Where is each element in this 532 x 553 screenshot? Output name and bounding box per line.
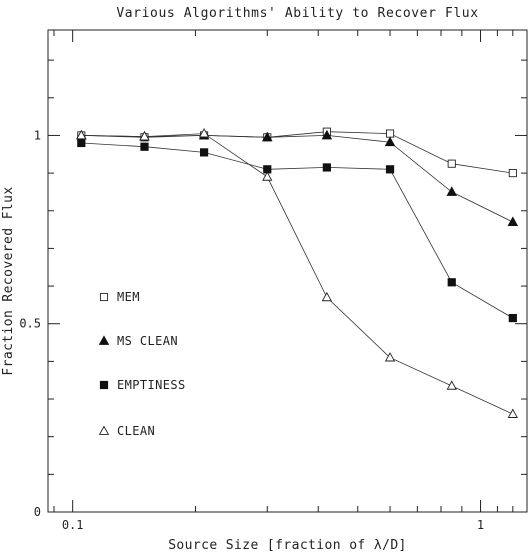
plot-frame bbox=[47, 29, 528, 513]
point-ms-clean bbox=[507, 216, 519, 226]
point-mem bbox=[508, 169, 517, 178]
x-tick-label: 0.1 bbox=[62, 518, 84, 532]
point-emptiness bbox=[199, 148, 209, 157]
series-line-emptiness bbox=[81, 142, 514, 319]
legend-label-ms-clean: MS CLEAN bbox=[117, 334, 178, 348]
y-tick-label: 0.5 bbox=[19, 317, 41, 331]
point-clean bbox=[139, 131, 150, 141]
point-clean bbox=[198, 128, 210, 138]
point-clean bbox=[262, 171, 273, 181]
point-clean bbox=[384, 352, 396, 362]
series-markers bbox=[76, 127, 519, 418]
point-emptiness bbox=[447, 278, 456, 287]
point-emptiness bbox=[322, 163, 331, 172]
series-line-mem bbox=[81, 131, 513, 174]
point-clean bbox=[321, 291, 333, 302]
point-emptiness bbox=[77, 138, 86, 148]
point-clean bbox=[507, 408, 518, 418]
point-emptiness bbox=[140, 142, 149, 151]
point-mem bbox=[447, 159, 456, 168]
point-ms-clean bbox=[262, 131, 273, 142]
legend: MEM MS CLEAN EMPTINESS CLEAN bbox=[98, 290, 186, 438]
axis-ticks: 0 0.5 1 0.1 1 bbox=[19, 30, 527, 532]
point-mem bbox=[385, 129, 395, 138]
point-ms-clean bbox=[321, 129, 333, 140]
series-lines bbox=[81, 131, 514, 415]
point-clean bbox=[76, 129, 87, 140]
x-axis-label: Source Size [fraction of λ/D] bbox=[168, 538, 407, 553]
legend-label-emptiness: EMPTINESS bbox=[117, 378, 186, 392]
point-emptiness bbox=[385, 165, 395, 174]
y-axis-label: Fraction Recovered Flux bbox=[1, 186, 16, 375]
legend-marker-ms-clean bbox=[98, 335, 110, 345]
point-emptiness bbox=[508, 313, 517, 323]
series-line-clean bbox=[81, 133, 513, 415]
point-ms-clean bbox=[384, 136, 396, 147]
legend-label-mem: MEM bbox=[117, 290, 140, 304]
legend-label-clean: CLEAN bbox=[117, 424, 155, 438]
legend-marker-clean bbox=[98, 425, 110, 435]
y-tick-label: 1 bbox=[34, 128, 41, 142]
legend-marker-mem bbox=[99, 292, 109, 302]
x-tick-label: 1 bbox=[477, 518, 484, 532]
point-clean bbox=[446, 380, 457, 390]
point-ms-clean bbox=[446, 186, 457, 196]
chart-title: Various Algorithms' Ability to Recover F… bbox=[116, 6, 478, 21]
y-tick-label: 0 bbox=[34, 505, 41, 519]
legend-marker-emptiness bbox=[99, 380, 109, 390]
